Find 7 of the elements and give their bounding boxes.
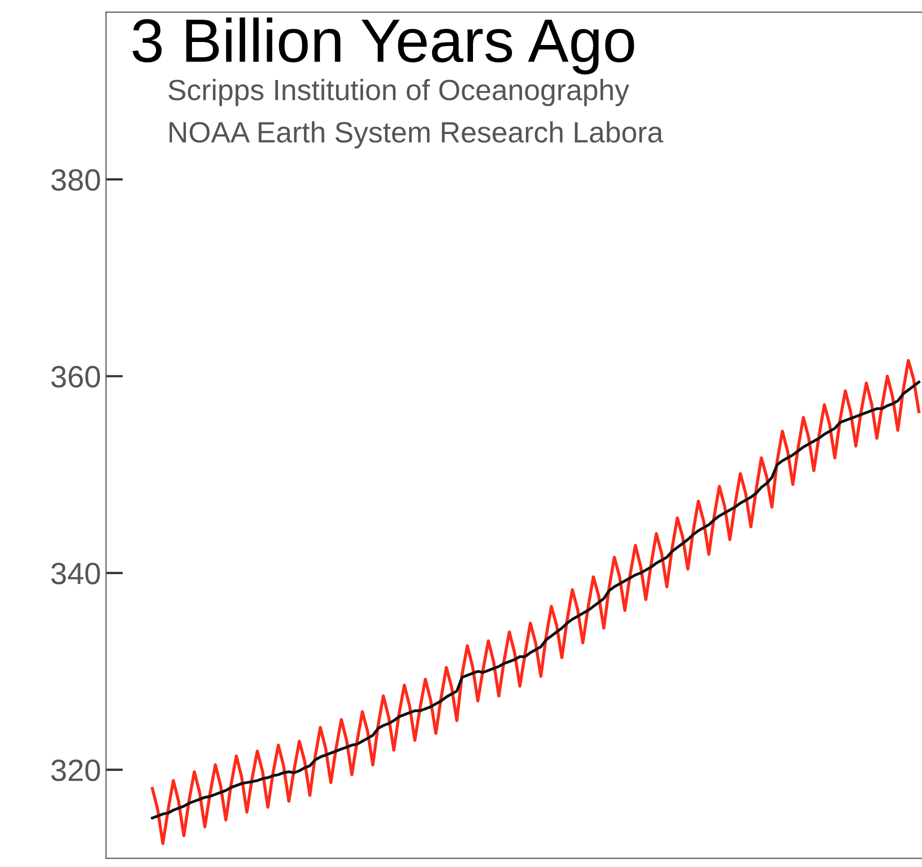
y-tick-label: 320 xyxy=(51,760,100,782)
y-tick-label: 360 xyxy=(51,366,100,388)
chart-title: 3 Billion Years Ago xyxy=(132,18,634,74)
annotation: NOAA Earth System Research Labora xyxy=(170,121,664,148)
annotation: Scripps Institution of Oceanography xyxy=(168,78,630,106)
y-tick-label: 380 xyxy=(51,169,100,191)
y-tick-label: 340 xyxy=(51,562,100,584)
